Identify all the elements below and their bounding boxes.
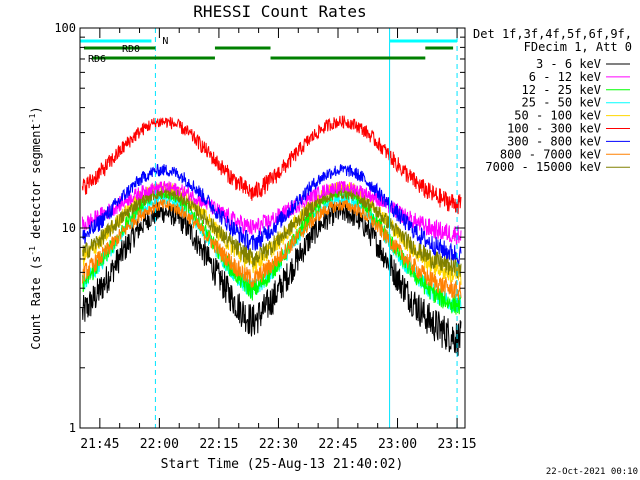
legend-header-line1: Det 1f,3f,4f,5f,6f,9f, [473, 27, 632, 41]
x-tick-label: 22:00 [140, 437, 179, 452]
x-tick-label: 21:45 [80, 437, 119, 452]
x-tick-label: 22:15 [199, 437, 238, 452]
series-line-800-7000kev [81, 198, 462, 301]
y-axis-label: Count Rate (s-1 detector segment-1) [28, 106, 43, 349]
series-line-300-800kev [81, 163, 462, 265]
legend-label: 12 - 25 keV [522, 83, 601, 97]
y-tick-label: 1 [69, 421, 76, 435]
legend-label: 6 - 12 keV [529, 70, 601, 84]
series-line-3-6kev [81, 201, 462, 357]
y-tick-label: 100 [54, 21, 76, 35]
axes: 1 10 100 21:45 22:00 22:15 22:30 22:45 23:00 23:1… [54, 21, 476, 452]
flag-bars: RD0 RD6 N [80, 36, 458, 65]
x-tick-label: 23:15 [437, 437, 476, 452]
legend-label: 300 - 800 keV [507, 134, 601, 148]
y-tick-label: 10 [62, 221, 76, 235]
legend-label: 100 - 300 keV [507, 122, 601, 136]
legend-header-line2: FDecim 1, Att 0 [524, 40, 632, 54]
chart-title: RHESSI Count Rates [193, 2, 366, 21]
x-tick-label: 23:00 [378, 437, 417, 452]
footer-timestamp: 22-Oct-2021 00:10 [546, 467, 638, 477]
x-axis-label: Start Time (25-Aug-13 21:40:02) [161, 457, 404, 472]
legend-label: 25 - 50 keV [522, 96, 601, 110]
flag-label-n: N [162, 36, 168, 47]
flag-label-rd6: RD6 [88, 54, 106, 65]
flag-label-rd0: RD0 [122, 44, 140, 55]
series-group [81, 115, 462, 357]
legend-label: 800 - 7000 keV [500, 147, 601, 161]
legend-label: 3 - 6 keV [536, 57, 601, 71]
series-line-100-300kev [81, 115, 462, 215]
legend-label: 7000 - 15000 keV [485, 160, 601, 174]
x-tick-label: 22:30 [259, 437, 298, 452]
legend-label: 50 - 100 keV [514, 109, 601, 123]
x-tick-label: 22:45 [318, 437, 357, 452]
series-line-7000-15000kev [82, 186, 462, 279]
